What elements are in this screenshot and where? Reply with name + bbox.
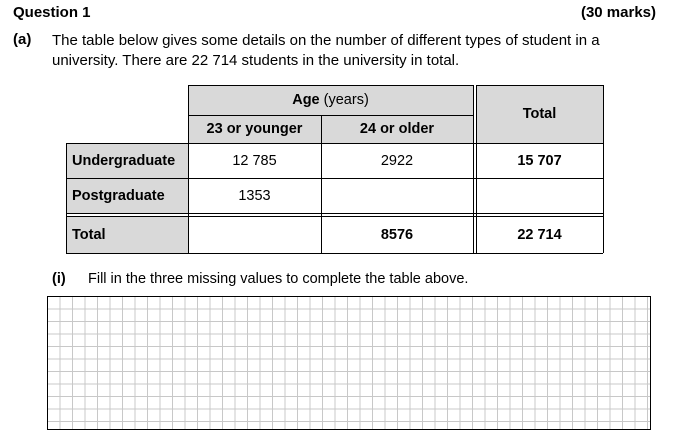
part-i-label: (i) [52,271,66,287]
table-rule [473,85,474,253]
cell-undergraduate-23-or-younger: 12 785 [232,152,277,169]
part-a-text: The table below gives some details on th… [52,32,600,69]
age-header-bold: Age [292,92,320,108]
cell-undergraduate-24-or-older: 2922 [380,152,414,169]
table-rule [188,85,189,253]
table-rule [188,115,473,116]
age-header-cell: Age (years) [188,85,473,115]
cell-postgraduate-total [476,178,603,214]
part-a-label: (a) [13,31,32,48]
col-header-23-or-younger: 23 or younger [188,115,321,143]
cell-postgraduate-24-or-older [321,178,473,214]
table-rule [476,85,603,86]
table-rule [66,178,603,179]
age-header-units: (years) [319,92,369,108]
table-rule [66,143,603,144]
part-i-text: Fill in the three missing values to comp… [88,271,469,287]
cell-undergraduate-total: 15 707 [517,152,562,169]
question-marks: (30 marks) [580,4,656,21]
answer-grid-box[interactable] [47,296,651,430]
question-title: Question 1 [13,4,91,21]
col-header-24-or-older: 24 or older [321,115,473,143]
row-label-postgraduate: Postgraduate [66,178,188,214]
cell-postgraduate-23-or-younger: 1353 [238,188,271,204]
table-rule [66,216,603,217]
cell-total-23-or-younger [188,217,321,253]
row-label-total: Total [66,217,188,253]
col-header-total: Total [476,85,603,143]
row-label-undergraduate: Undergraduate [66,143,188,178]
cell-total-24-or-older: 8576 [380,227,414,243]
table-rule [476,85,477,253]
table-rule [66,143,67,253]
table-rule [66,213,603,214]
cell-total-total: 22 714 [517,227,562,243]
table-rule [603,85,604,253]
table-rule [321,115,322,253]
table-rule [66,253,603,254]
table-rule [188,85,473,86]
